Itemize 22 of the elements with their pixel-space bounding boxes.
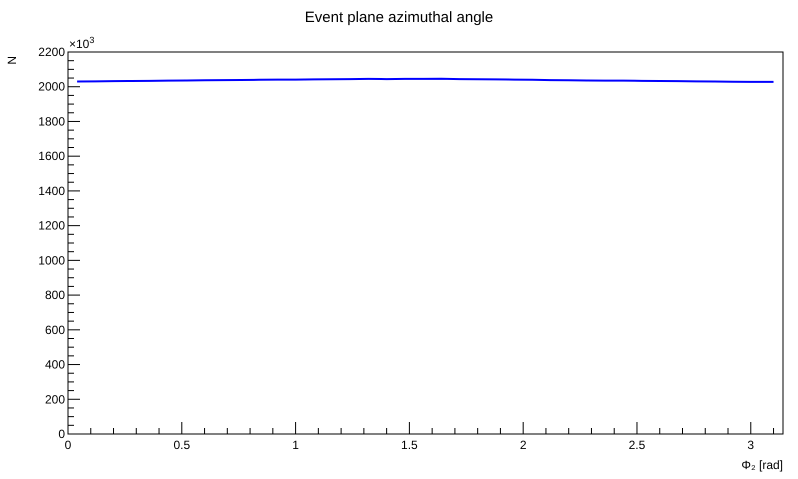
y-tick-label: 1600 bbox=[38, 149, 66, 164]
x-tick-label: 3 bbox=[747, 438, 754, 452]
x-tick-label: 2 bbox=[520, 438, 527, 452]
x-tick-label: 0.5 bbox=[173, 438, 190, 452]
y-tick-label: 1000 bbox=[38, 253, 66, 268]
text: ×10$^{3}$ bbox=[69, 35, 94, 51]
x-tick-label: 1.5 bbox=[401, 438, 418, 452]
x-tick-label: 2.5 bbox=[628, 438, 646, 452]
y-tick-label: 1200 bbox=[38, 218, 66, 233]
x-tick-label: 1 bbox=[292, 438, 300, 452]
y-tick-label: 0 bbox=[58, 427, 66, 441]
y-tick-label: 800 bbox=[44, 288, 66, 302]
y-tick-label: 1800 bbox=[38, 114, 66, 128]
y-tick-label: 400 bbox=[44, 358, 66, 372]
y-axis-title: N bbox=[5, 56, 19, 65]
y-tick-label: 1400 bbox=[38, 184, 66, 198]
x-axis-title: Φ₂ [rad] bbox=[741, 458, 783, 472]
chart-title: Event plane azimuthal angle bbox=[304, 9, 494, 26]
y-tick-label: 2000 bbox=[38, 80, 66, 94]
y-tick-label: 2200 bbox=[38, 45, 66, 59]
y-tick-label: 200 bbox=[44, 392, 66, 406]
y-tick-label: 600 bbox=[44, 322, 66, 337]
